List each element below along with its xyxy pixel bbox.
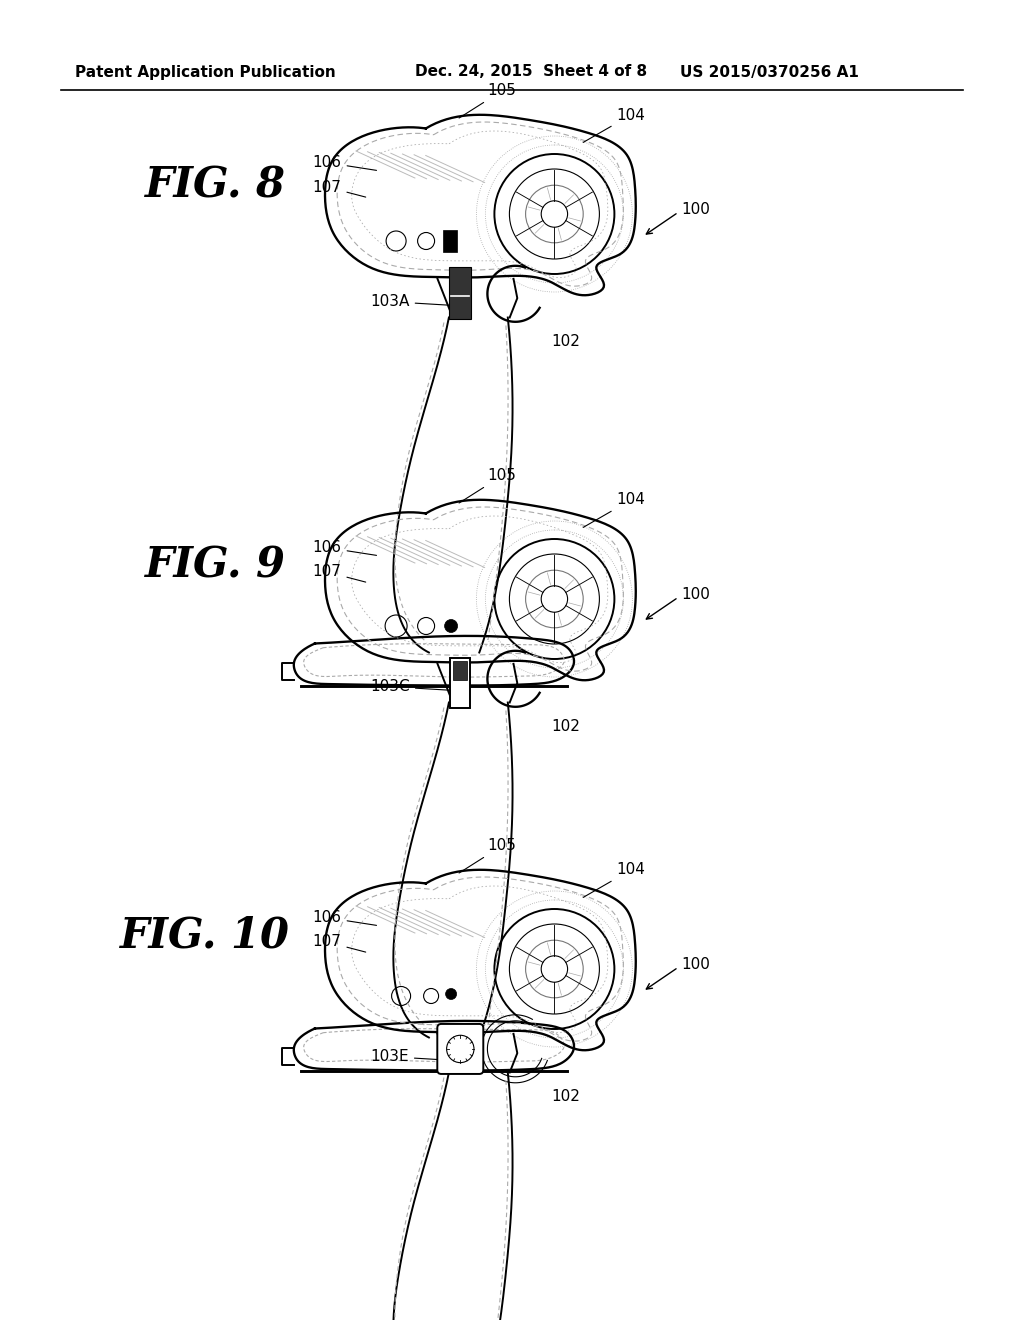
Text: Patent Application Publication: Patent Application Publication	[75, 65, 336, 79]
Text: FIG. 8: FIG. 8	[145, 164, 286, 206]
Text: 107: 107	[312, 565, 366, 582]
Text: Dec. 24, 2015  Sheet 4 of 8: Dec. 24, 2015 Sheet 4 of 8	[415, 65, 647, 79]
Text: 100: 100	[682, 957, 711, 972]
Text: 105: 105	[459, 83, 517, 117]
Text: 103C: 103C	[371, 680, 463, 694]
FancyBboxPatch shape	[437, 1024, 483, 1074]
Text: 105: 105	[459, 469, 517, 503]
Text: 106: 106	[312, 911, 377, 925]
Text: 103A: 103A	[371, 294, 463, 309]
Text: 104: 104	[583, 107, 645, 143]
Text: 106: 106	[312, 156, 377, 170]
Text: 103E: 103E	[371, 1049, 463, 1064]
Bar	[450, 267, 471, 319]
Text: 100: 100	[682, 202, 711, 216]
Bar	[454, 660, 467, 680]
Bar	[451, 659, 470, 708]
Text: 104: 104	[583, 492, 645, 528]
Text: 102: 102	[551, 334, 581, 350]
Circle shape	[445, 989, 457, 999]
Text: 106: 106	[312, 540, 377, 556]
Text: FIG. 9: FIG. 9	[145, 544, 286, 586]
Text: 105: 105	[459, 838, 517, 873]
Text: US 2015/0370256 A1: US 2015/0370256 A1	[680, 65, 859, 79]
Text: 107: 107	[312, 180, 366, 197]
Text: 100: 100	[682, 587, 711, 602]
Bar	[443, 230, 457, 252]
Text: 107: 107	[312, 935, 366, 952]
Text: 102: 102	[551, 1089, 581, 1105]
Text: 104: 104	[583, 862, 645, 898]
Circle shape	[444, 619, 458, 632]
Text: 102: 102	[551, 719, 581, 734]
Text: FIG. 10: FIG. 10	[120, 913, 290, 956]
